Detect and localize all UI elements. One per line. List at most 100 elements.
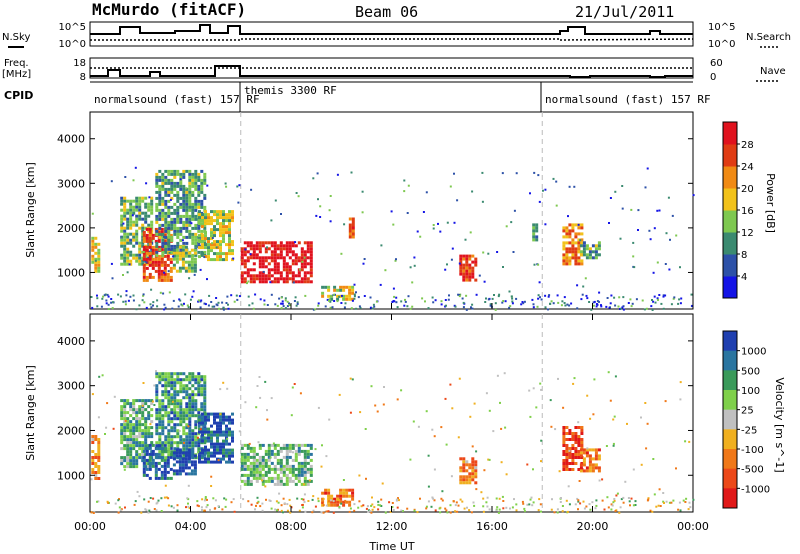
data-cell <box>391 502 394 504</box>
data-cell <box>213 231 216 235</box>
data-cell <box>432 224 435 226</box>
data-cell <box>126 456 130 460</box>
data-cell <box>179 381 183 385</box>
data-cell <box>188 217 192 221</box>
data-cell <box>158 417 162 421</box>
data-cell <box>471 260 475 264</box>
data-cell <box>294 467 298 471</box>
data-cell <box>182 226 186 230</box>
data-cell <box>156 501 159 504</box>
nave-tick-bottom: 0 <box>710 72 716 83</box>
data-cell <box>577 426 581 429</box>
data-cell <box>123 447 127 451</box>
data-cell <box>105 426 108 429</box>
data-cell <box>193 260 197 264</box>
data-cell <box>609 302 612 305</box>
data-cell <box>91 435 95 438</box>
data-cell <box>170 178 174 182</box>
data-cell <box>198 427 201 431</box>
data-cell <box>123 211 127 215</box>
data-cell <box>685 497 688 500</box>
data-cell <box>120 447 124 451</box>
data-cell <box>123 435 127 439</box>
data-cell <box>224 505 227 508</box>
data-cell <box>197 241 201 245</box>
data-cell <box>261 277 265 281</box>
data-cell <box>461 500 464 503</box>
data-cell <box>222 240 225 244</box>
data-cell <box>465 263 469 267</box>
data-cell <box>540 460 542 463</box>
data-cell <box>163 443 167 447</box>
data-cell <box>581 293 584 296</box>
data-cell <box>501 172 504 175</box>
data-cell <box>258 265 262 269</box>
data-cell <box>561 505 564 507</box>
data-cell <box>200 190 204 194</box>
data-cell <box>90 296 93 298</box>
data-cell <box>222 412 225 416</box>
data-cell <box>138 226 142 230</box>
data-cell <box>451 247 454 250</box>
data-cell <box>285 455 289 459</box>
data-cell <box>348 500 352 504</box>
data-cell <box>138 253 142 257</box>
data-cell <box>134 500 137 503</box>
data-cell <box>126 220 130 224</box>
data-cell <box>94 236 98 240</box>
data-cell <box>332 500 335 502</box>
data-cell <box>231 439 234 443</box>
data-cell <box>141 435 145 439</box>
data-cell <box>285 277 289 281</box>
data-cell <box>179 372 183 376</box>
data-cell <box>365 507 368 510</box>
data-cell <box>409 458 412 461</box>
data-cell <box>255 452 259 456</box>
data-cell <box>348 291 352 295</box>
data-cell <box>270 274 274 278</box>
data-cell <box>651 510 654 513</box>
data-cell <box>535 223 539 227</box>
data-cell <box>471 303 474 306</box>
data-cell <box>353 293 356 296</box>
data-cell <box>370 385 373 388</box>
data-cell <box>129 438 133 442</box>
data-cell <box>270 476 274 480</box>
data-cell <box>123 468 126 471</box>
data-cell <box>197 387 201 391</box>
data-cell <box>285 265 289 269</box>
data-cell <box>194 241 198 245</box>
data-cell <box>206 498 208 501</box>
data-cell <box>285 467 289 471</box>
data-cell <box>279 277 283 281</box>
data-cell <box>216 243 219 247</box>
data-cell <box>164 438 168 442</box>
data-cell <box>282 443 286 447</box>
data-cell <box>191 441 195 445</box>
data-cell <box>152 301 155 304</box>
data-cell <box>158 456 162 460</box>
data-cell <box>157 239 161 243</box>
data-cell <box>252 473 256 477</box>
data-cell <box>488 458 491 461</box>
data-cell <box>129 432 133 436</box>
data-cell <box>219 216 222 220</box>
data-cell <box>175 451 179 455</box>
data-cell <box>190 460 194 464</box>
data-cell <box>263 303 266 306</box>
data-cell <box>687 508 690 511</box>
data-cell <box>535 238 539 242</box>
data-cell <box>505 225 508 228</box>
data-cell <box>574 432 578 435</box>
data-cell <box>580 298 583 301</box>
data-cell <box>167 181 171 185</box>
data-cell <box>158 232 162 236</box>
data-cell <box>203 302 206 305</box>
data-cell <box>462 272 466 276</box>
data-cell <box>135 444 139 448</box>
data-cell <box>488 409 491 412</box>
data-cell <box>614 510 617 512</box>
data-cell <box>282 262 286 266</box>
data-cell <box>472 501 475 504</box>
data-cell <box>182 438 186 442</box>
